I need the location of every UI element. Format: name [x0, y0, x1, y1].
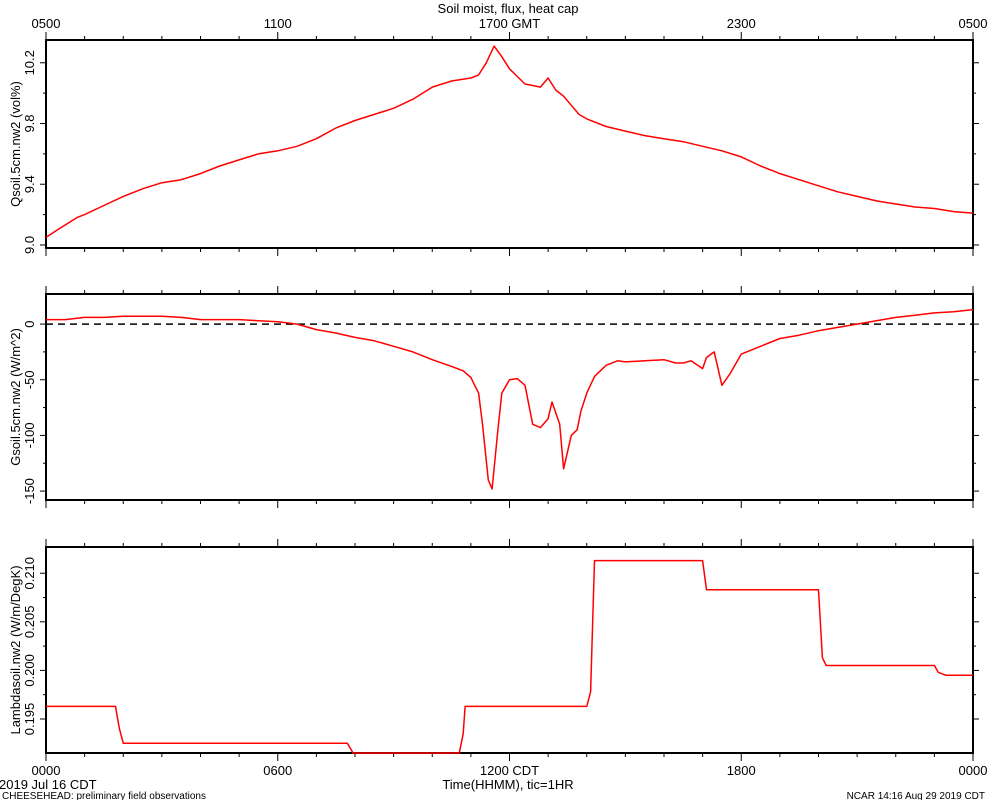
y-tick-label: 0.195 [22, 703, 37, 736]
top-tick-label: 0500 [959, 16, 988, 31]
series-line [45, 45, 974, 239]
bottom-time-axis: 0000 0600 1200 CDT 1800 0000 [32, 763, 988, 778]
panel-1: 9.0 9.4 9.8 10.2 Qsoil.5cm.nw2 (vol%) [8, 32, 979, 256]
y-axis-label: Lambdasoil.nw2 (W/m/DegK) [8, 565, 23, 734]
series-line [46, 308, 974, 490]
y-tick-label: 0.205 [22, 606, 37, 639]
y-tick-label: -150 [22, 478, 37, 504]
y-tick-label: -50 [22, 370, 37, 389]
y-tick-label: -100 [22, 422, 37, 448]
series-line [46, 559, 973, 754]
bottom-tick-label: 0000 [959, 763, 988, 778]
y-axis-label: Qsoil.5cm.nw2 (vol%) [8, 81, 23, 207]
y-tick-label: 9.0 [22, 236, 37, 254]
footer-date: 2019 Jul 16 CDT [0, 777, 97, 792]
top-tick-label: 1100 [264, 16, 292, 31]
footer-credit: NCAR 14:16 Aug 29 2019 CDT [847, 791, 985, 800]
y-tick-label: 10.2 [22, 50, 37, 75]
top-tick-label: 0500 [32, 16, 61, 31]
top-time-axis: 0500 1100 1700 GMT 2300 0500 [32, 16, 988, 31]
panel-1-frame [45, 39, 974, 249]
y-tick-label: 9.4 [22, 175, 37, 193]
top-tick-label: 1700 GMT [479, 16, 540, 31]
y-tick-label: 0 [22, 320, 37, 327]
y-axis-label: Gsoil.5cm.nw2 (W/m^2) [8, 328, 23, 466]
top-tick-label: 2300 [727, 16, 756, 31]
bottom-tick-label: 1800 [727, 763, 756, 778]
x-axis-label: Time(HHMM), tic=1HR [442, 777, 573, 792]
panel-2-frame [45, 293, 974, 501]
y-tick-label: 0.200 [22, 654, 37, 687]
chart-title: Soil moist, flux, heat cap [438, 1, 579, 16]
footer-project: CHEESEHEAD: preliminary field observatio… [2, 791, 206, 800]
y-tick-label: 0.210 [22, 557, 37, 590]
bottom-tick-label: 0000 [32, 763, 61, 778]
panel-3-frame [45, 546, 974, 754]
y-tick-label: 9.8 [22, 114, 37, 132]
bottom-tick-label: 1200 CDT [480, 763, 539, 778]
chart-panels: 9.0 9.4 9.8 10.2 Qsoil.5cm.nw2 (vol%) -150 -10… [8, 32, 979, 761]
bottom-tick-label: 0600 [263, 763, 292, 778]
